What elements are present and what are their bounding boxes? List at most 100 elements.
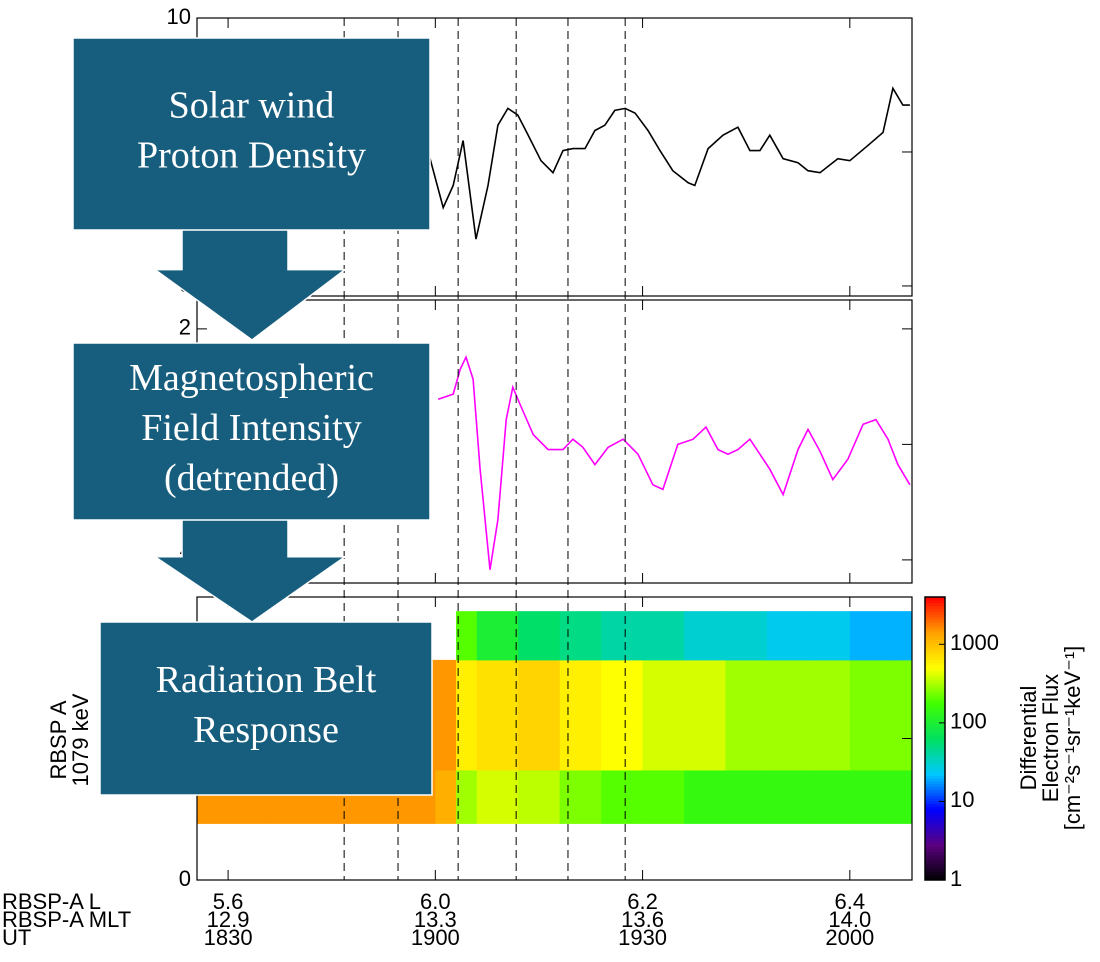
colorbar-tick-label: 1000	[950, 630, 999, 655]
data-line	[437, 355, 911, 570]
colorbar-step	[925, 843, 945, 847]
colorbar-step	[925, 650, 945, 655]
heatmap-cell	[456, 611, 478, 661]
colorbar-step	[925, 687, 945, 691]
heatmap-cell	[891, 659, 913, 771]
colorbar-step	[925, 746, 945, 751]
heatmap-cell	[601, 659, 644, 771]
colorbar-step	[925, 752, 945, 756]
flow-box-text: Radiation Belt	[156, 659, 377, 701]
colorbar-step	[925, 611, 945, 615]
colorbar-tick-label: 100	[950, 709, 987, 734]
heatmap-cell	[559, 659, 602, 771]
heatmap-cell	[435, 769, 457, 824]
colorbar-step	[925, 667, 945, 672]
colorbar-step	[925, 738, 945, 742]
heatmap-cell	[849, 659, 892, 771]
colorbar-step	[925, 812, 945, 816]
colorbar-step	[925, 814, 945, 819]
colorbar-step	[925, 877, 945, 881]
colorbar-step	[925, 826, 945, 830]
colorbar-step	[925, 670, 945, 674]
colorbar-step	[925, 679, 945, 683]
colorbar-step	[925, 721, 945, 725]
colorbar-step	[925, 829, 945, 833]
colorbar-step	[925, 831, 945, 836]
flow-overlay: Solar wind Proton Density Magnetospheric Fi…	[72, 37, 433, 796]
colorbar-step	[925, 616, 945, 621]
colorbar-step	[925, 806, 945, 810]
heatmap-cell	[684, 769, 726, 824]
colorbar-step	[925, 865, 945, 870]
colorbar-step	[925, 772, 945, 776]
flow-box-text: Field Intensity	[141, 407, 362, 449]
x-tick-label: 14.0	[828, 907, 871, 932]
colorbar-step	[925, 854, 945, 858]
colorbar-step	[925, 645, 945, 649]
x-tick-label: 13.6	[621, 907, 664, 932]
x-tick-label: 1930	[618, 925, 667, 950]
colorbar-step	[925, 848, 945, 853]
flow-box-text: Proton Density	[137, 135, 366, 177]
heatmap-cell	[849, 769, 892, 824]
colorbar-step	[925, 758, 945, 762]
colorbar-step	[925, 724, 945, 728]
colorbar-step	[925, 653, 945, 657]
heatmap-cell	[684, 659, 726, 771]
heatmap-cell	[476, 611, 519, 661]
heatmap-cell	[849, 611, 892, 661]
colorbar-step	[925, 662, 945, 666]
colorbar-step	[925, 755, 945, 759]
colorbar-step	[925, 763, 945, 768]
colorbar-step	[925, 744, 945, 748]
data-line	[427, 86, 910, 240]
colorbar-step	[925, 789, 945, 793]
heatmap-cell	[766, 659, 809, 771]
heatmap-cell	[642, 659, 685, 771]
colorbar-step	[925, 749, 945, 754]
colorbar-step	[925, 860, 945, 864]
heatmap-cell	[642, 769, 685, 824]
colorbar-step	[925, 778, 945, 782]
x-tick-label: 12.9	[207, 907, 250, 932]
colorbar-step	[925, 795, 945, 799]
heatmap-cell	[766, 611, 809, 661]
colorbar-step	[925, 730, 945, 734]
colorbar-label: Electron Flux	[1038, 674, 1063, 802]
colorbar-frame	[924, 596, 946, 881]
colorbar-step	[925, 727, 945, 731]
heatmap-cell	[642, 611, 685, 661]
heatmap-cell	[456, 769, 478, 824]
colorbar-step	[925, 792, 945, 796]
colorbar-step	[925, 642, 945, 646]
colorbar-step	[925, 710, 945, 714]
heatmap-cell	[891, 611, 913, 661]
flow-box-text: Response	[193, 709, 339, 751]
heatmap-cell	[808, 611, 851, 661]
x-tick-label: 6.2	[627, 889, 658, 914]
colorbar-step	[925, 834, 945, 839]
heatmap-cell	[684, 611, 726, 661]
colorbar-step	[925, 797, 945, 802]
colorbar-step	[925, 775, 945, 779]
colorbar-tick-label: 1	[950, 866, 962, 891]
colorbar-step	[925, 735, 945, 739]
flow-box	[99, 621, 433, 796]
colorbar-step	[925, 693, 945, 697]
colorbar-step	[925, 704, 945, 708]
colorbar-step	[925, 868, 945, 873]
heatmap-cell	[601, 769, 644, 824]
colorbar-step	[925, 656, 945, 660]
colorbar-step	[925, 820, 945, 824]
x-tick-label: 1830	[204, 925, 253, 950]
colorbar-step	[925, 871, 945, 875]
colorbar-step	[925, 837, 945, 841]
colorbar-step	[925, 840, 945, 844]
colorbar-step	[925, 690, 945, 694]
heatmap-cell	[559, 769, 602, 824]
colorbar-label: [cm⁻²s⁻¹sr⁻¹keV⁻¹]	[1060, 646, 1085, 831]
colorbar-step	[925, 766, 945, 771]
colorbar-step	[925, 633, 945, 638]
x-tick-label: 13.3	[414, 907, 457, 932]
colorbar-step	[925, 619, 945, 623]
